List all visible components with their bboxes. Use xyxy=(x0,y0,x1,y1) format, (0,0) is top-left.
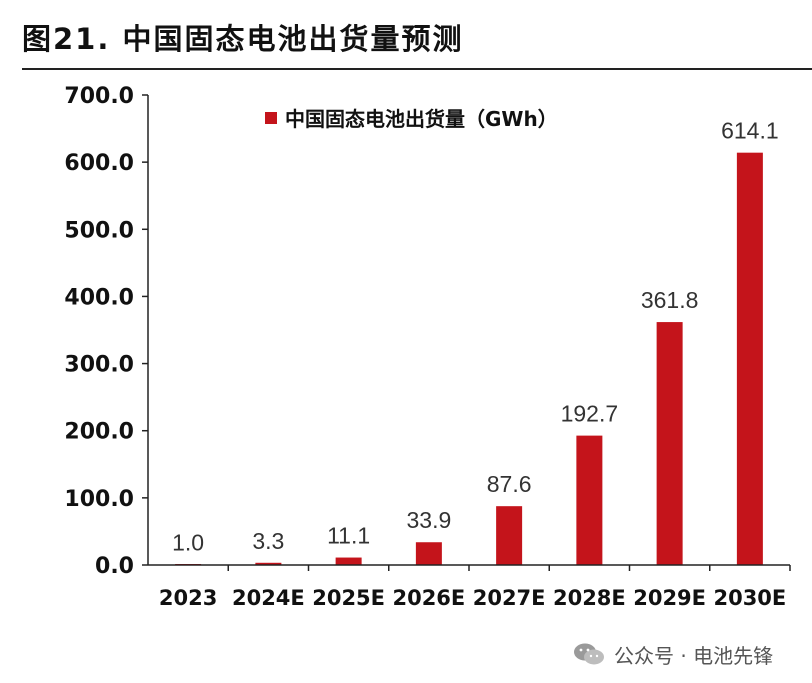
bar xyxy=(415,542,442,565)
bar xyxy=(335,557,362,565)
data-label: 11.1 xyxy=(327,523,370,549)
data-label: 192.7 xyxy=(561,401,619,427)
legend-label: 中国固态电池出货量（GWh） xyxy=(285,107,558,131)
data-label: 87.6 xyxy=(487,471,532,497)
x-tick-label: 2024E xyxy=(232,586,305,610)
bar xyxy=(656,322,683,565)
x-tick-label: 2029E xyxy=(633,586,706,610)
title-divider xyxy=(22,68,812,70)
bar xyxy=(736,152,763,565)
y-tick-label: 0.0 xyxy=(95,554,134,579)
data-label: 3.3 xyxy=(252,528,284,554)
chart-legend: 中国固态电池出货量（GWh） xyxy=(265,107,558,131)
data-label: 361.8 xyxy=(641,287,699,313)
x-tick-label: 2028E xyxy=(553,586,626,610)
bar xyxy=(255,562,282,565)
x-tick-label: 2027E xyxy=(473,586,546,610)
y-tick-label: 700.0 xyxy=(64,84,134,109)
data-label: 33.9 xyxy=(406,507,451,533)
x-tick-label: 2030E xyxy=(713,586,786,610)
y-tick-label: 600.0 xyxy=(64,151,134,176)
bar xyxy=(576,435,603,565)
bar xyxy=(496,506,523,565)
legend-swatch xyxy=(265,112,277,124)
x-tick-label: 2025E xyxy=(312,586,385,610)
y-tick-label: 100.0 xyxy=(64,487,134,512)
data-label: 1.0 xyxy=(172,529,204,555)
data-label: 614.1 xyxy=(721,118,779,144)
page-title: 图21. 中国固态电池出货量预测 xyxy=(22,22,464,56)
y-tick-label: 200.0 xyxy=(64,420,134,445)
y-tick-label: 400.0 xyxy=(64,285,134,310)
x-tick-label: 2026E xyxy=(392,586,465,610)
y-tick-label: 300.0 xyxy=(64,353,134,378)
watermark-text: 公众号 · 电池先锋 xyxy=(614,643,774,668)
x-tick-label: 2023 xyxy=(159,586,217,610)
watermark: 公众号 · 电池先锋 xyxy=(572,640,773,668)
y-tick-label: 500.0 xyxy=(64,218,134,243)
wechat-icon xyxy=(574,643,604,665)
